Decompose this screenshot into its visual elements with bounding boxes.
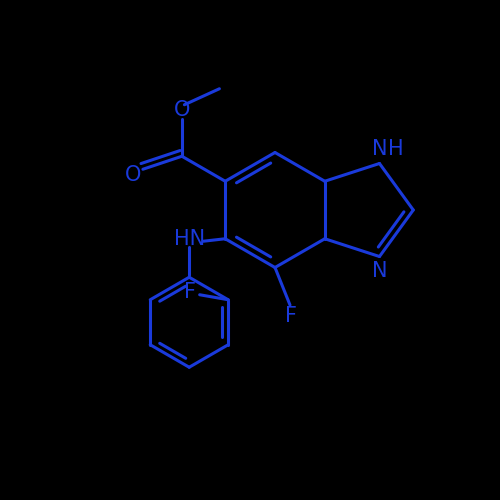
Text: N: N [372, 260, 387, 280]
Text: O: O [124, 165, 141, 185]
Text: H: H [388, 140, 404, 160]
Text: F: F [285, 306, 297, 326]
Text: F: F [184, 282, 196, 302]
Text: O: O [174, 100, 190, 119]
Text: HN: HN [174, 229, 205, 248]
Text: N: N [372, 140, 387, 160]
